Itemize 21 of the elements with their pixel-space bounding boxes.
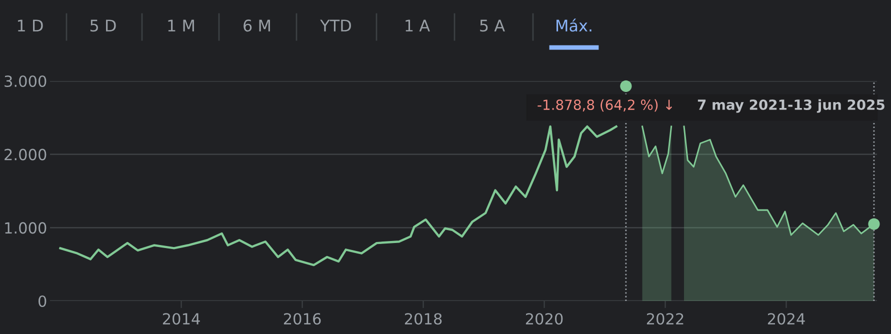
text: 5 D	[90, 20, 116, 32]
x-tick-label: 2024	[768, 313, 805, 325]
x-tick-label: 2020	[526, 313, 563, 325]
text: 1 A	[406, 20, 430, 32]
x-tick-label: 2016	[284, 313, 321, 325]
text: 6 M	[244, 20, 270, 32]
annotation: 7 may 2021-13 jun 2025	[698, 99, 884, 113]
y-tick-label: 0	[38, 295, 46, 308]
y-tick-label: 1.000	[5, 222, 46, 234]
text: 5 A	[480, 20, 505, 32]
x-tick-label: 2014	[162, 313, 200, 325]
text: 1 M	[168, 20, 194, 32]
line-series	[59, 125, 618, 266]
text: Máx.	[556, 18, 592, 32]
text: 1 D	[18, 20, 43, 32]
x-tick-label: 2018	[404, 313, 442, 325]
text: YTD	[320, 20, 351, 32]
x-tick-label: 2022	[646, 313, 684, 325]
annotation: -1.878,8 (64,2 %) ↓	[538, 99, 672, 112]
y-tick-label: 2.000	[4, 148, 46, 160]
y-tick-label: 3.000	[4, 75, 46, 88]
